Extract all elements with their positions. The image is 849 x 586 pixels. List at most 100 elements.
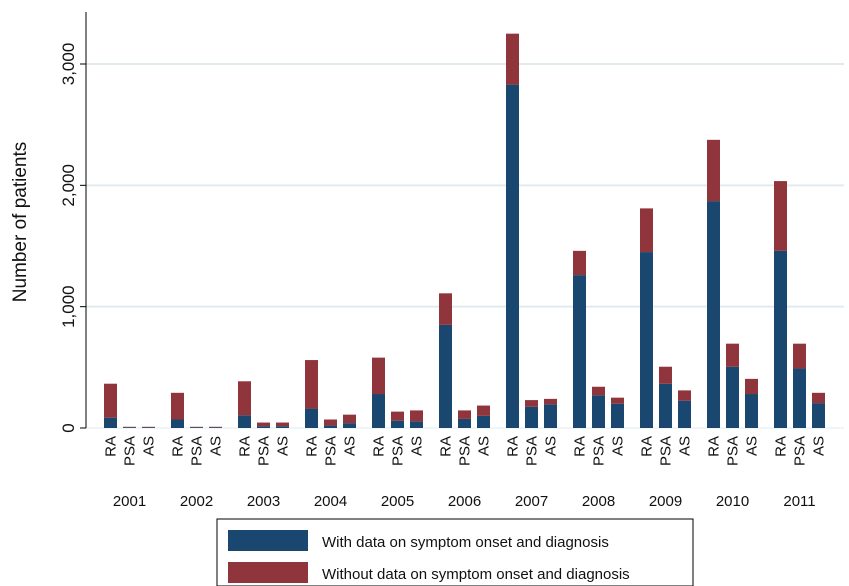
y-ticks: 0 1,000 2,000 3,000 [59,43,86,433]
bar-without-data-2002-PSA [190,426,203,428]
bar-with-data-2003-RA [238,415,251,428]
bar-with-data-2009-RA [640,252,653,428]
bar-with-data-2004-PSA [324,425,337,428]
bar-without-data-2006-PSA [458,410,471,419]
x-group-label: 2002 [180,493,213,510]
x-category-label: PSA [524,436,541,466]
bar-with-data-2006-AS [477,415,490,428]
bar-with-data-2008-PSA [592,395,605,428]
y-tick-label: 1,000 [59,285,78,328]
bar-without-data-2001-RA [104,383,117,418]
legend: With data on symptom onset and diagnosis… [216,518,694,586]
bar-without-data-2006-AS [477,405,490,416]
x-category-label: AS [476,436,493,456]
bar-without-data-2011-AS [812,392,825,404]
bar-without-data-2002-RA [171,392,184,420]
bar-with-data-2004-RA [305,408,318,428]
bar-without-data-2008-PSA [592,386,605,396]
x-category-label: PSA [323,436,340,466]
bar-with-data-2005-RA [372,394,385,428]
x-group-label: 2003 [247,493,280,510]
x-category-label: PSA [658,436,675,466]
x-category-label: RA [572,436,589,457]
bar-with-data-2001-RA [104,417,117,428]
x-group-label: 2008 [582,493,615,510]
bar-with-data-2010-PSA [726,366,739,428]
bar-without-data-2010-RA [707,139,720,202]
x-category-label: AS [610,436,627,456]
x-group-label: 2009 [649,493,682,510]
bar-with-data-2002-RA [171,419,184,428]
bar-without-data-2011-PSA [793,343,806,369]
x-category-label: AS [208,436,225,456]
bar-with-data-2011-AS [812,403,825,428]
x-category-labels: RA PSA AS RA PSA AS RA PSA AS RA PSA AS RA PSA AS RA PSA… [103,436,828,466]
bar-without-data-2003-RA [238,381,251,416]
bar-without-data-2001-AS [142,426,155,428]
bar-with-data-2004-AS [343,423,356,428]
legend-swatch-with-data [228,530,308,551]
bar-without-data-2003-AS [276,422,289,427]
bar-without-data-2009-PSA [659,366,672,384]
bar-with-data-2001-AS [142,427,155,428]
bar-without-data-2010-AS [745,378,758,395]
bar-without-data-2011-RA [774,181,787,251]
legend-label-with-data: With data on symptom onset and diagnosis [322,534,609,551]
x-category-label: RA [170,436,187,457]
x-category-label: RA [371,436,388,457]
x-category-label: PSA [792,436,809,466]
x-group-label: 2004 [314,493,347,510]
x-category-label: PSA [725,436,742,466]
bar-without-data-2001-PSA [123,426,136,428]
bar-with-data-2008-RA [573,275,586,428]
x-category-label: AS [744,436,761,456]
bar-without-data-2005-RA [372,357,385,395]
legend-label-without-data: Without data on symptom onset and diagno… [322,566,630,583]
bar-with-data-2005-PSA [391,420,404,428]
bar-with-data-2005-AS [410,421,423,428]
y-tick-label: 3,000 [59,43,78,86]
x-category-label: AS [342,436,359,456]
x-category-label: PSA [189,436,206,466]
bar-without-data-2003-PSA [257,422,270,427]
x-category-label: RA [304,436,321,457]
bar-without-data-2004-RA [305,360,318,409]
x-group-label: 2005 [381,493,414,510]
bar-without-data-2008-RA [573,250,586,276]
y-axis-title: Number of patients [10,142,31,303]
bar-with-data-2002-PSA [190,427,203,428]
bar-without-data-2006-RA [439,293,452,325]
x-group-label: 2001 [113,493,146,510]
y-tick-label: 2,000 [59,164,78,207]
bar-with-data-2001-PSA [123,427,136,428]
x-category-label: AS [409,436,426,456]
bar-with-data-2002-AS [209,427,222,428]
bar-with-data-2003-PSA [257,426,270,428]
x-group-label: 2006 [448,493,481,510]
bar-with-data-2010-RA [707,201,720,428]
x-category-label: RA [103,436,120,457]
x-category-label: RA [706,436,723,457]
bar-without-data-2009-RA [640,208,653,253]
bar-without-data-2009-AS [678,390,691,401]
x-group-label: 2010 [716,493,749,510]
x-category-label: AS [275,436,292,456]
x-category-label: RA [639,436,656,457]
x-category-label: RA [773,436,790,457]
x-category-label: PSA [256,436,273,466]
x-category-label: AS [811,436,828,456]
bar-with-data-2009-PSA [659,383,672,428]
bar-without-data-2008-AS [611,397,624,404]
x-group-label: 2011 [783,493,815,510]
bar-without-data-2007-RA [506,33,519,85]
bar-without-data-2010-PSA [726,343,739,367]
bar-without-data-2002-AS [209,426,222,428]
bar-with-data-2007-RA [506,84,519,429]
legend-swatch-without-data [228,562,308,583]
bar-with-data-2010-AS [745,394,758,428]
x-group-labels: 2001 2002 2003 2004 2005 2006 2007 2008 2009 2010… [113,493,816,510]
x-category-label: PSA [457,436,474,466]
y-tick-label: 0 [59,423,78,432]
x-category-label: PSA [591,436,608,466]
